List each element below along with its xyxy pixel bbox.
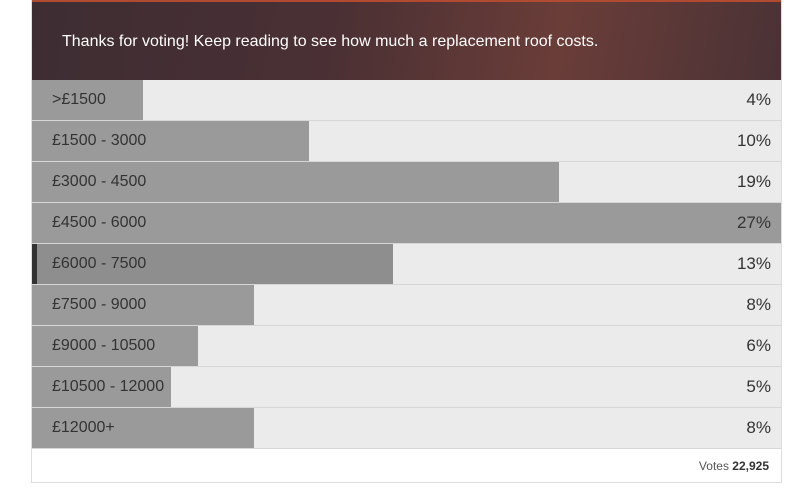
votes-label: Votes <box>698 459 729 473</box>
result-row: £3000 - 4500 19% <box>32 162 781 203</box>
poll-footer: Votes 22,925 <box>32 449 781 482</box>
option-label: £7500 - 9000 <box>52 296 147 313</box>
result-bar <box>32 162 560 202</box>
poll-results: Thanks for voting! Keep reading to see h… <box>31 0 782 483</box>
percent-label: 13% <box>736 254 771 273</box>
percent-label: 5% <box>746 377 771 396</box>
result-row: £12000+ 8% <box>32 408 781 449</box>
percent-label: 4% <box>746 90 771 109</box>
result-bar <box>32 121 310 161</box>
result-bar <box>32 80 143 120</box>
option-label: £12000+ <box>52 419 115 436</box>
option-label: £1500 - 3000 <box>52 132 147 149</box>
result-row: £10500 - 12000 5% <box>32 367 781 408</box>
percent-label: 8% <box>746 295 771 314</box>
result-row: £9000 - 10500 6% <box>32 326 781 367</box>
percent-label: 10% <box>736 131 771 150</box>
option-label: £3000 - 4500 <box>52 173 147 190</box>
result-row: £4500 - 6000 27% <box>32 203 781 244</box>
option-label: £10500 - 12000 <box>52 378 165 395</box>
thank-you-message: Thanks for voting! Keep reading to see h… <box>62 33 599 50</box>
result-row: >£1500 4% <box>32 80 781 121</box>
result-bar <box>32 203 781 243</box>
option-label: £4500 - 6000 <box>52 214 147 231</box>
result-bar <box>32 326 199 366</box>
option-label: £9000 - 10500 <box>52 337 156 354</box>
selected-indicator <box>32 244 37 284</box>
result-bar <box>32 285 254 325</box>
percent-label: 27% <box>736 213 771 232</box>
percent-label: 8% <box>746 418 771 437</box>
option-label: >£1500 <box>52 91 106 108</box>
result-row: £6000 - 7500 13% <box>32 244 781 285</box>
result-row: £1500 - 3000 10% <box>32 121 781 162</box>
option-label: £6000 - 7500 <box>52 255 147 272</box>
poll-header: Thanks for voting! Keep reading to see h… <box>32 0 781 80</box>
result-list: >£1500 4% £1500 - 3000 10% £3000 - 4500 19% £4… <box>32 80 781 449</box>
percent-label: 6% <box>746 336 771 355</box>
result-bar <box>32 408 254 448</box>
percent-label: 19% <box>736 172 771 191</box>
result-row: £7500 - 9000 8% <box>32 285 781 326</box>
votes-count: 22,925 <box>732 459 769 473</box>
result-bar <box>32 367 171 407</box>
result-bar <box>32 244 393 284</box>
vote-count: Votes 22,925 <box>699 459 769 473</box>
